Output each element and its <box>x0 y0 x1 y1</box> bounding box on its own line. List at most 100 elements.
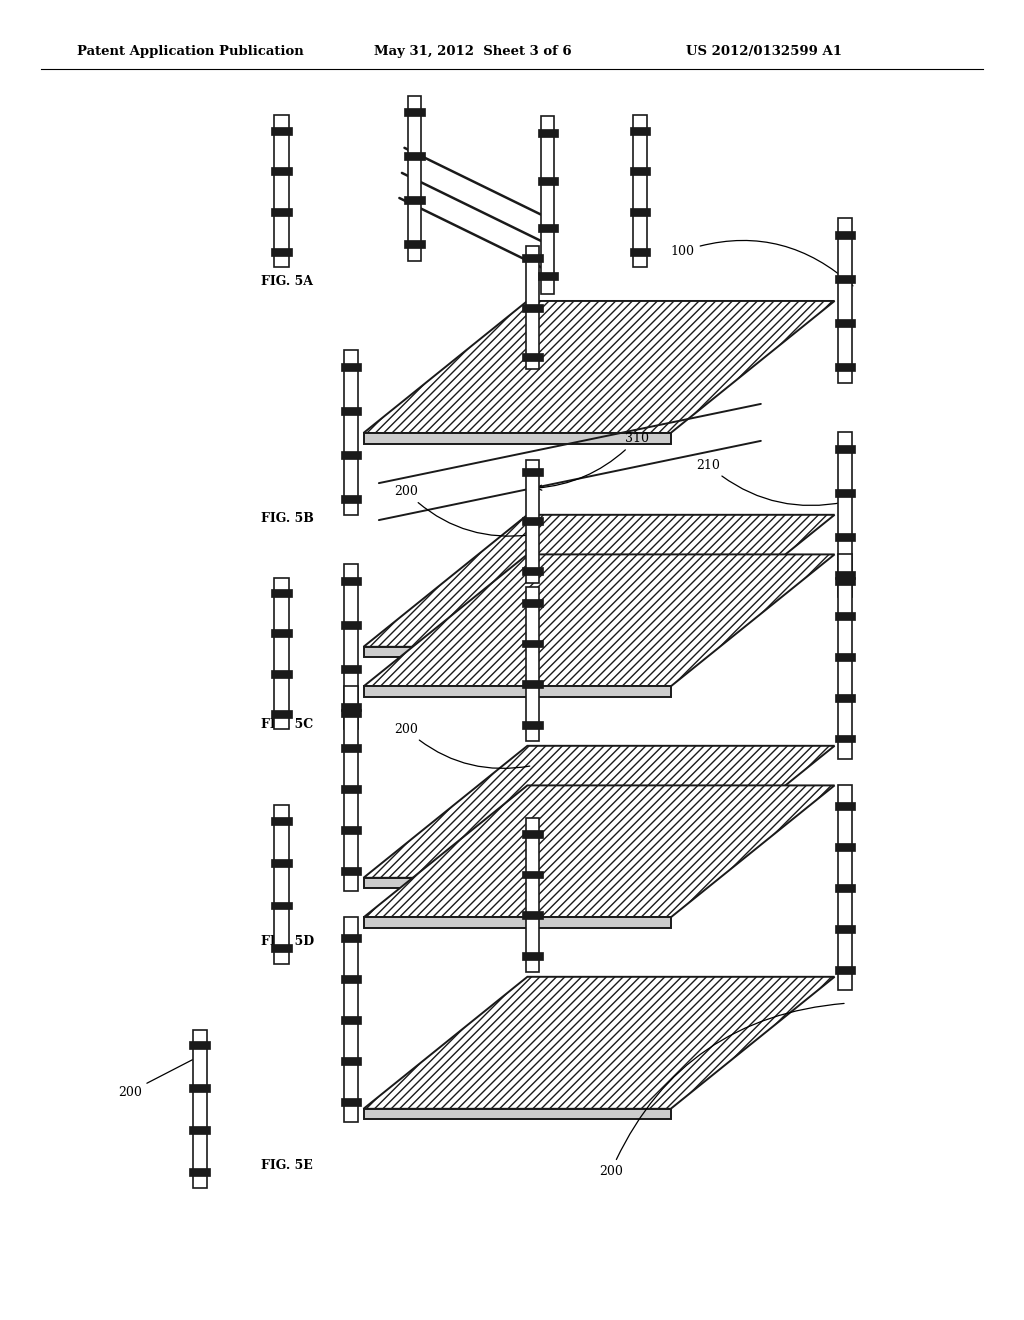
Polygon shape <box>364 977 835 1109</box>
Text: 210: 210 <box>696 458 844 506</box>
Bar <box>341 1016 361 1024</box>
Bar <box>835 231 855 239</box>
Bar <box>341 784 361 792</box>
Bar <box>274 578 289 729</box>
Bar <box>341 709 361 717</box>
Bar <box>522 304 543 312</box>
Bar <box>838 433 852 597</box>
Bar <box>404 152 425 160</box>
Polygon shape <box>364 686 671 697</box>
Text: FIG. 5D: FIG. 5D <box>261 935 314 948</box>
Bar <box>522 354 543 360</box>
Bar <box>341 407 361 414</box>
Bar <box>341 1056 361 1064</box>
Bar <box>538 224 558 232</box>
Text: FIG. 5B: FIG. 5B <box>261 512 314 525</box>
Bar <box>835 653 855 660</box>
Bar <box>193 1030 207 1188</box>
Bar <box>404 197 425 205</box>
Bar <box>271 859 292 867</box>
Bar <box>838 218 852 383</box>
Text: FIG. 5A: FIG. 5A <box>261 275 313 288</box>
Polygon shape <box>364 554 835 686</box>
Bar <box>341 620 361 628</box>
Bar <box>341 826 361 834</box>
Bar <box>271 669 292 677</box>
Bar <box>835 488 855 496</box>
Bar <box>542 116 555 294</box>
Bar <box>344 686 358 891</box>
Bar <box>341 702 361 710</box>
Bar <box>404 108 425 116</box>
Bar <box>526 246 539 370</box>
Bar <box>835 842 855 850</box>
Polygon shape <box>364 917 671 928</box>
Bar <box>271 168 292 176</box>
Bar <box>271 630 292 638</box>
Polygon shape <box>364 1109 671 1119</box>
Bar <box>522 517 543 525</box>
Bar <box>271 207 292 215</box>
Bar <box>341 665 361 673</box>
Bar <box>835 319 855 327</box>
Polygon shape <box>364 301 835 433</box>
Bar <box>341 866 361 874</box>
Bar <box>538 272 558 280</box>
Bar <box>630 168 650 176</box>
Bar <box>633 116 647 267</box>
Bar <box>274 116 289 267</box>
Bar <box>835 694 855 702</box>
Bar <box>408 96 422 261</box>
Bar <box>341 935 361 942</box>
Bar <box>838 785 852 990</box>
Bar <box>835 801 855 809</box>
Bar <box>835 611 855 619</box>
Bar <box>835 577 855 585</box>
Bar <box>835 572 855 578</box>
Text: 200: 200 <box>394 484 529 536</box>
Bar <box>189 1084 210 1092</box>
Bar <box>630 207 650 215</box>
Bar <box>835 533 855 541</box>
Bar <box>271 902 292 909</box>
Bar <box>271 248 292 256</box>
Bar <box>835 734 855 742</box>
Bar <box>630 127 650 135</box>
Bar <box>522 911 543 919</box>
Bar <box>526 587 539 741</box>
Bar <box>835 966 855 974</box>
Bar <box>341 451 361 459</box>
Bar <box>341 974 361 982</box>
Bar <box>344 917 358 1122</box>
Bar <box>522 253 543 261</box>
Bar <box>522 598 543 606</box>
Bar <box>341 577 361 585</box>
Polygon shape <box>364 746 835 878</box>
Bar <box>522 469 543 477</box>
Bar <box>835 363 855 371</box>
Text: 310: 310 <box>537 432 648 490</box>
Bar <box>835 445 855 453</box>
Bar <box>835 884 855 892</box>
Bar <box>341 363 361 371</box>
Text: Patent Application Publication: Patent Application Publication <box>77 45 303 58</box>
Bar <box>271 127 292 135</box>
Bar <box>341 744 361 752</box>
Polygon shape <box>364 785 835 917</box>
Bar <box>271 817 292 825</box>
Bar <box>522 639 543 647</box>
Bar <box>835 924 855 932</box>
Polygon shape <box>364 433 671 444</box>
Text: FIG. 5E: FIG. 5E <box>261 1159 313 1172</box>
Bar <box>341 1098 361 1106</box>
Polygon shape <box>364 878 671 888</box>
Bar <box>522 721 543 729</box>
Bar <box>344 565 358 729</box>
Bar <box>189 1168 210 1176</box>
Bar <box>271 710 292 718</box>
Bar <box>522 829 543 837</box>
Bar <box>404 240 425 248</box>
Text: 200: 200 <box>118 1057 198 1098</box>
Bar <box>630 248 650 256</box>
Bar <box>189 1126 210 1134</box>
